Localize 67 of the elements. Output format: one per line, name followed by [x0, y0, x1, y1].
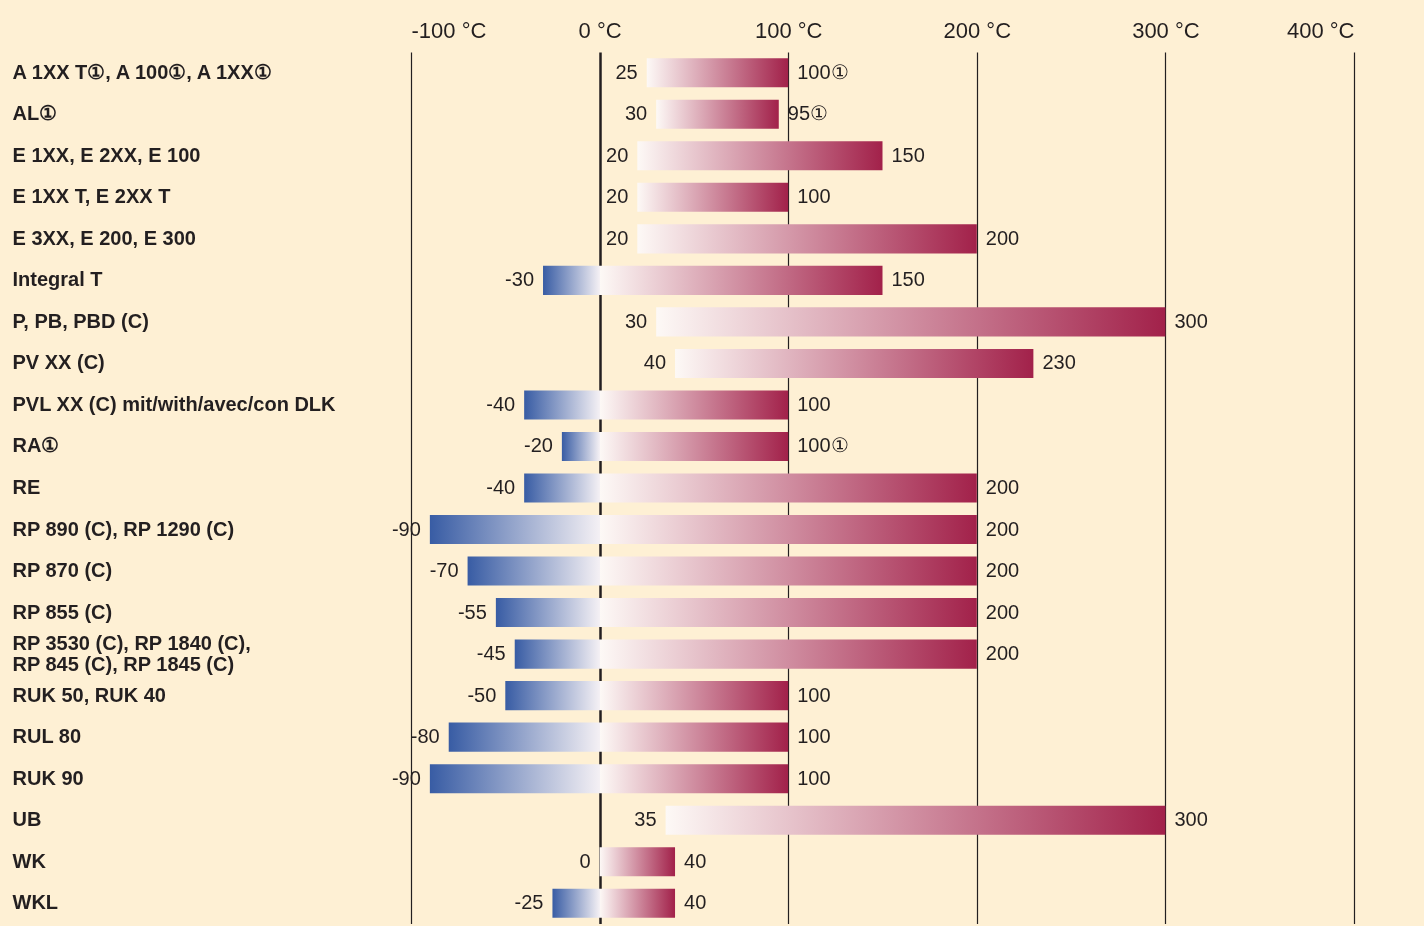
annotation: 300	[1174, 309, 1208, 332]
annotation: 30	[624, 102, 648, 125]
x-tick-label: 100 °C	[754, 17, 823, 43]
annotation: -25	[514, 891, 544, 914]
y-tick-label: RUL 80	[12, 725, 82, 748]
y-tick-label: Integral T	[12, 268, 103, 291]
annotation: 200	[985, 559, 1020, 582]
annotation: -30	[505, 268, 535, 291]
annotation: 100	[797, 683, 831, 706]
annotation: 200	[985, 476, 1020, 498]
annotation: 200	[985, 517, 1020, 540]
annotation: 25	[615, 60, 638, 83]
annotation: -45	[476, 642, 506, 665]
y-tick-label: RE	[12, 476, 41, 498]
y-tick-label: UB	[12, 808, 42, 831]
y-tick-label: E 3XX, E 200, E 300	[12, 226, 196, 249]
y-tick-label: PV XX (C)	[12, 351, 105, 374]
annotation: 300	[1174, 808, 1208, 831]
x-tick-label: 0 °C	[578, 17, 622, 43]
annotation: 100	[797, 185, 831, 208]
annotation: 40	[684, 891, 707, 914]
y-tick-label: P, PB, PBD (C)	[12, 309, 149, 332]
annotation: 100	[797, 725, 831, 748]
y-tick-label: E 1XX T, E 2XX T	[12, 185, 171, 208]
annotation: 200	[985, 600, 1020, 623]
annotation: 20	[606, 185, 629, 208]
annotation: 95①	[787, 102, 829, 125]
x-tick-label: 400 °C	[1286, 17, 1355, 43]
annotation: 100	[797, 392, 831, 415]
x-tick-label: -100 °C	[411, 17, 487, 43]
annotation: 100①	[797, 60, 849, 83]
y-tick-label: WKL	[12, 891, 59, 914]
y-tick-label: E 1XX, E 2XX, E 100	[12, 143, 201, 166]
annotation: -20	[523, 434, 553, 457]
annotation: 100①	[797, 434, 849, 457]
y-tick-label: PVL XX (C) mit/with/avec/con DLK	[12, 392, 337, 415]
annotation: 150	[891, 143, 925, 166]
y-tick-label: RP 890 (C), RP 1290 (C)	[12, 517, 235, 540]
annotation: 150	[891, 268, 925, 291]
y-tick-label: RA①	[12, 434, 60, 457]
annotation: 40	[643, 351, 667, 374]
y-tick-label: A 1XX T①, A 100①, A 1XX①	[12, 60, 272, 83]
y-tick-label: RUK 90	[12, 766, 84, 789]
y-tick-label: RP 870 (C)	[12, 559, 113, 582]
x-tick-label: 200 °C	[943, 17, 1012, 43]
annotation: -50	[467, 683, 497, 706]
annotation: -55	[457, 600, 487, 623]
x-tick-label: 300 °C	[1132, 17, 1200, 43]
annotation: 40	[684, 849, 707, 872]
y-tick-label: AL①	[12, 102, 58, 125]
annotation: -80	[410, 725, 440, 748]
annotation: -70	[429, 559, 459, 582]
annotation: 100	[797, 766, 831, 789]
annotation: -40	[486, 392, 516, 415]
y-tick-label: RUK 50, RUK 40	[12, 683, 166, 706]
annotation: 35	[634, 808, 657, 831]
annotation: 230	[1042, 351, 1076, 374]
y-tick-label: WK	[12, 849, 47, 872]
annotation: 20	[606, 226, 629, 249]
y-tick-label: RP 3530 (C), RP 1840 (C), RP 845 (C), RP 1845 (C)	[12, 631, 251, 675]
annotation: 200	[985, 642, 1020, 665]
annotation: -40	[486, 476, 516, 498]
y-tick-label: RP 855 (C)	[12, 600, 113, 623]
annotation: 200	[985, 226, 1020, 249]
annotation: 0	[579, 849, 591, 872]
annotation: 20	[606, 143, 629, 166]
annotation: 30	[624, 309, 648, 332]
